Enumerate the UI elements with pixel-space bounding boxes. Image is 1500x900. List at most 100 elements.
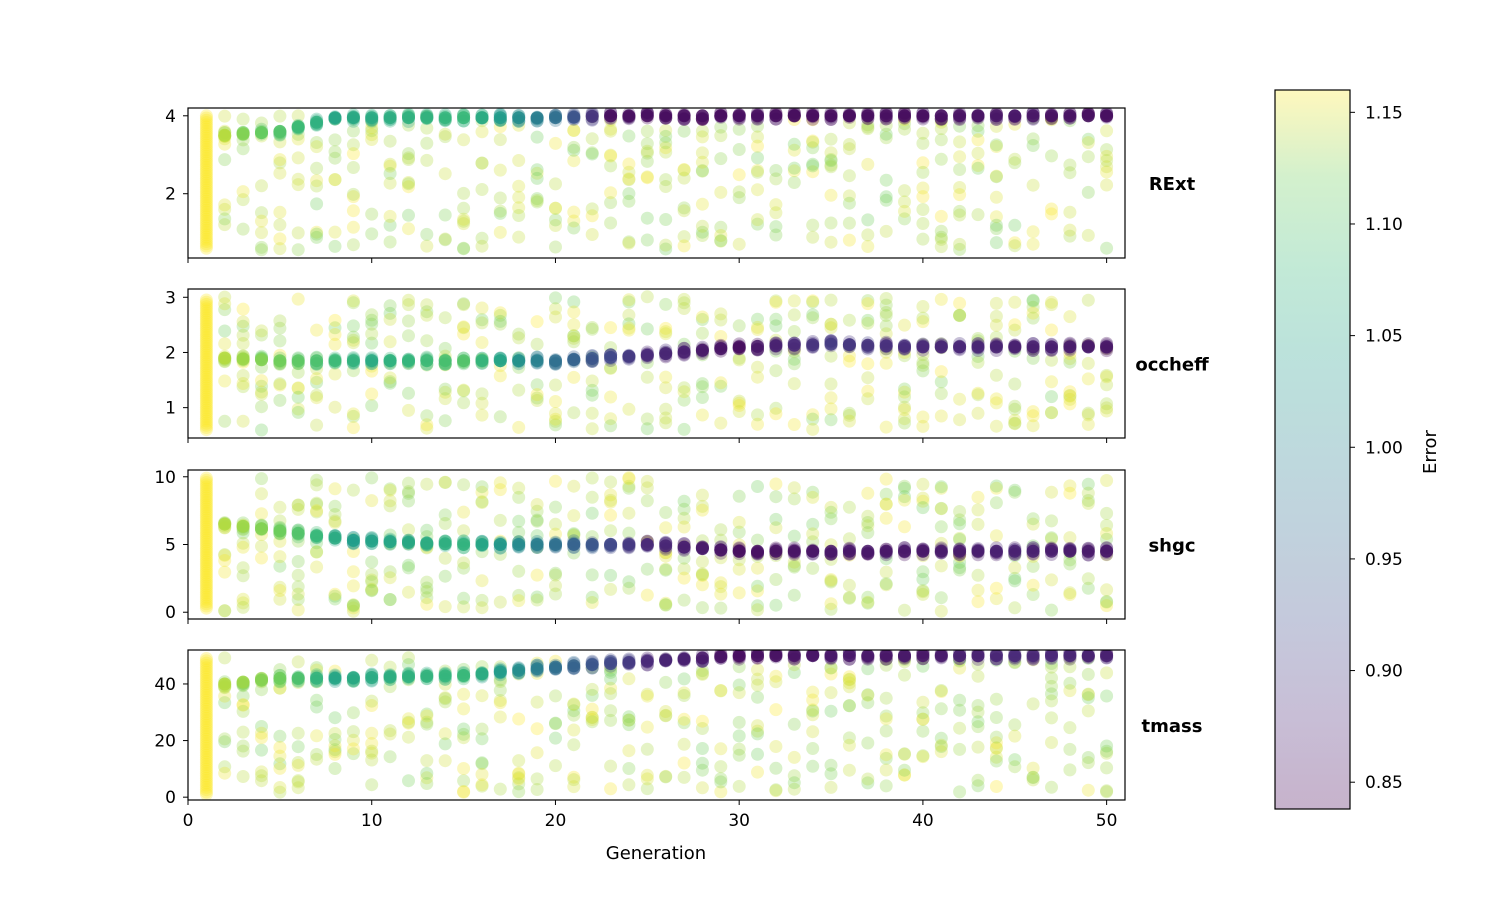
data-point xyxy=(567,527,581,541)
data-point xyxy=(806,685,820,699)
data-point xyxy=(714,684,728,698)
data-point xyxy=(1045,390,1058,404)
data-point xyxy=(824,574,838,588)
data-point xyxy=(291,381,305,395)
data-point xyxy=(255,472,268,486)
data-point xyxy=(328,145,342,159)
data-point xyxy=(898,390,911,404)
data-point xyxy=(916,477,930,491)
data-point xyxy=(365,133,379,146)
data-point xyxy=(934,224,948,238)
data-point xyxy=(383,235,397,249)
data-point xyxy=(199,324,213,338)
data-point xyxy=(953,208,967,222)
data-point xyxy=(457,687,471,701)
data-point xyxy=(604,508,618,522)
data-point xyxy=(861,118,875,132)
data-point xyxy=(199,502,213,516)
data-point xyxy=(310,375,324,389)
data-point xyxy=(842,532,856,546)
data-point xyxy=(787,666,801,679)
data-point xyxy=(512,190,526,204)
data-point xyxy=(1081,783,1095,797)
data-point xyxy=(769,228,783,242)
data-point xyxy=(695,391,709,404)
data-point xyxy=(493,163,507,177)
data-point xyxy=(549,201,562,215)
data-point xyxy=(383,312,397,326)
data-point xyxy=(842,169,856,183)
data-point xyxy=(199,546,213,560)
data-point xyxy=(291,151,305,165)
data-point xyxy=(732,686,746,700)
data-point xyxy=(236,352,250,366)
data-point xyxy=(402,147,415,161)
data-point xyxy=(622,321,636,335)
data-point xyxy=(953,555,967,569)
data-point xyxy=(971,544,985,558)
data-point xyxy=(787,325,801,338)
data-point xyxy=(218,212,232,226)
data-point xyxy=(310,497,324,511)
data-point xyxy=(328,313,342,327)
data-point xyxy=(695,568,709,582)
data-point xyxy=(622,575,636,589)
data-point xyxy=(916,565,930,579)
data-point xyxy=(806,109,820,123)
data-point xyxy=(659,705,673,718)
data-point xyxy=(199,154,213,168)
data-point xyxy=(898,339,911,353)
data-point xyxy=(346,407,360,421)
data-point xyxy=(916,650,930,663)
data-point xyxy=(934,209,948,223)
data-point xyxy=(255,774,268,788)
data-point xyxy=(493,306,507,320)
data-point xyxy=(1045,353,1058,367)
data-point xyxy=(236,112,250,126)
data-point xyxy=(824,780,838,794)
data-point xyxy=(199,559,213,573)
data-point xyxy=(916,572,930,586)
data-point xyxy=(365,207,379,221)
data-point xyxy=(695,408,709,422)
data-point xyxy=(199,239,213,253)
data-point xyxy=(677,540,691,554)
data-point xyxy=(861,357,875,371)
data-point xyxy=(530,194,544,207)
data-point xyxy=(842,731,856,745)
data-point xyxy=(218,351,232,365)
data-point xyxy=(199,394,213,408)
data-point xyxy=(989,529,1003,543)
data-point xyxy=(420,136,434,150)
data-point xyxy=(732,396,746,410)
data-point xyxy=(604,495,618,509)
data-point xyxy=(916,356,930,370)
data-point xyxy=(769,703,783,717)
data-point xyxy=(824,158,838,172)
data-point xyxy=(346,296,360,310)
data-point xyxy=(199,152,213,165)
data-point xyxy=(1008,413,1022,427)
data-point xyxy=(622,317,636,331)
data-point xyxy=(971,124,985,138)
data-point xyxy=(199,491,213,505)
data-point xyxy=(310,372,324,386)
data-point xyxy=(199,751,213,764)
data-point xyxy=(420,239,434,253)
data-point xyxy=(549,201,562,215)
data-point xyxy=(953,413,967,427)
data-point xyxy=(1063,397,1077,411)
data-point xyxy=(199,762,213,776)
data-point xyxy=(787,555,801,569)
data-point xyxy=(475,301,489,315)
data-point xyxy=(953,563,967,577)
data-point xyxy=(695,651,709,665)
data-point xyxy=(199,421,213,434)
data-point xyxy=(898,403,911,417)
data-point xyxy=(659,709,673,723)
data-point xyxy=(512,327,526,341)
data-point xyxy=(291,109,305,123)
data-point xyxy=(934,685,948,698)
data-point xyxy=(199,746,213,760)
data-point xyxy=(346,111,360,125)
